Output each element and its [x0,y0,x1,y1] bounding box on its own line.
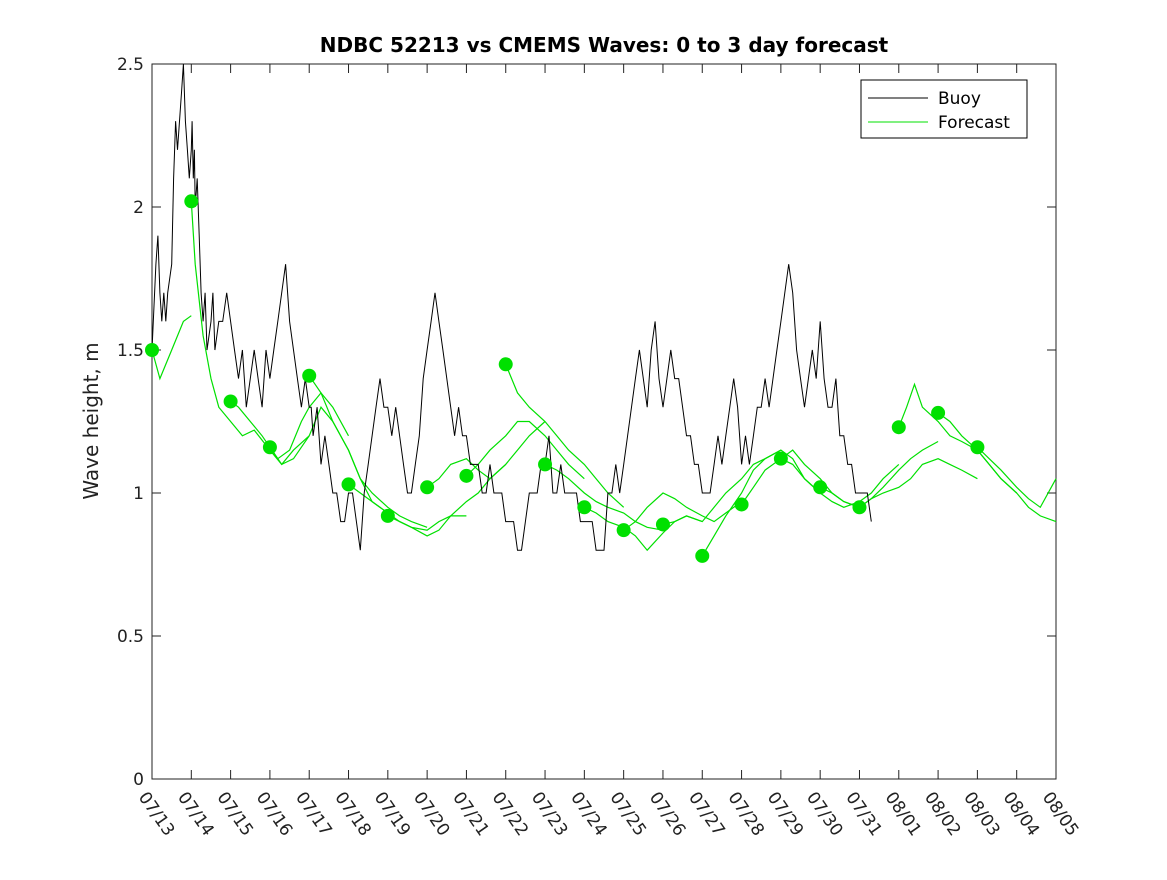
forecast-marker [302,368,317,383]
forecast-marker [695,548,710,563]
forecast-marker [145,343,159,357]
axes-box [151,63,1057,780]
forecast-line [505,364,625,508]
forecast-marker [420,480,435,495]
legend-forecast-label: Forecast [938,113,1010,133]
legend-buoy-label: Buoy [938,89,981,109]
forecast-line [151,315,192,381]
y-tick-label: 1 [133,484,144,504]
buoy-line [151,63,872,551]
forecast-marker [184,194,199,209]
legend: Buoy Forecast [860,79,1028,139]
forecast-line [190,201,310,466]
forecast-line [465,420,585,480]
chart-title: NDBC 52213 vs CMEMS Waves: 0 to 3 day fo… [320,33,889,57]
forecast-marker [970,440,985,455]
forecast-line [976,446,1057,509]
forecast-marker [577,500,592,515]
forecast-marker [341,477,356,492]
forecast-marker [223,394,238,409]
forecast-line [780,458,900,508]
forecast-marker [380,508,395,523]
legend-box [860,79,1028,139]
forecast-marker [852,500,867,515]
forecast-marker [538,457,553,472]
y-tick-label: 2 [133,198,144,218]
forecast-line [623,492,742,531]
forecast-line [426,421,546,488]
forecast-line [937,412,1057,523]
forecast-marker [891,420,906,435]
y-tick-label: 0.5 [117,627,144,647]
forecast-line [819,440,939,508]
forecast-line [662,449,782,526]
y-tick-label: 2.5 [117,55,144,75]
forecast-line [859,458,978,508]
forecast-line [308,375,428,528]
forecast-line [230,391,350,460]
forecast-marker [655,517,670,532]
forecast-marker [498,357,513,372]
forecast-marker [734,497,749,512]
forecast-line [544,463,664,531]
forecast-marker [773,451,788,466]
forecast-marker [616,523,631,538]
forecast-line [269,406,389,514]
forecast-marker [262,440,277,455]
forecast-marker [931,405,946,420]
y-axis-label: Wave height, m [79,342,103,499]
forecast-marker [813,480,828,495]
forecast-line [387,463,507,537]
forecast-marker [459,468,474,483]
y-tick-label: 1.5 [117,341,144,361]
forecast-line [701,449,821,557]
y-tick-label: 0 [133,770,144,790]
